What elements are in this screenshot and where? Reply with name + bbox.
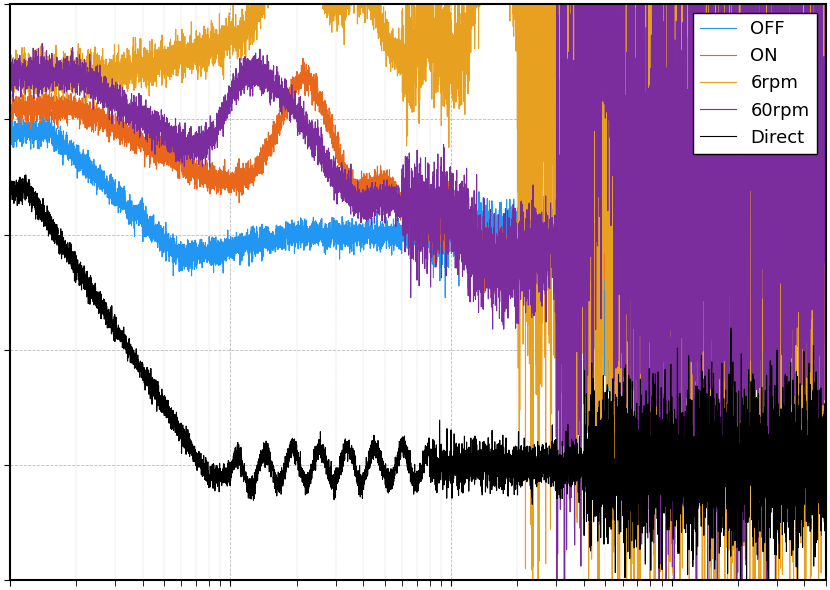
OFF	[653, 185, 663, 192]
OFF	[46, 127, 56, 134]
Line: 60rpm: 60rpm	[10, 0, 826, 590]
Direct	[821, 489, 830, 496]
60rpm	[300, 124, 310, 131]
60rpm	[5, 73, 15, 80]
6rpm	[5, 85, 15, 92]
6rpm	[821, 324, 830, 332]
Line: ON: ON	[10, 0, 826, 395]
OFF	[739, 472, 749, 479]
OFF	[5, 129, 15, 136]
60rpm	[523, 286, 533, 293]
OFF	[523, 231, 533, 238]
Legend: OFF, ON, 6rpm, 60rpm, Direct: OFF, ON, 6rpm, 60rpm, Direct	[693, 13, 817, 154]
ON	[653, 244, 663, 251]
Direct	[653, 480, 663, 487]
60rpm	[46, 63, 56, 70]
60rpm	[653, 251, 663, 258]
OFF	[610, 309, 620, 316]
ON	[46, 109, 56, 116]
Direct	[5, 192, 15, 199]
60rpm	[488, 326, 498, 333]
Direct	[46, 229, 56, 236]
ON	[300, 80, 310, 87]
6rpm	[523, 63, 533, 70]
OFF	[300, 234, 310, 241]
ON	[488, 242, 498, 250]
6rpm	[46, 83, 56, 90]
Line: OFF: OFF	[10, 14, 826, 476]
Direct	[524, 460, 534, 467]
ON	[585, 391, 595, 398]
Direct	[300, 476, 310, 483]
Direct	[488, 459, 498, 466]
OFF	[818, 11, 828, 18]
OFF	[488, 216, 498, 223]
ON	[821, 91, 830, 98]
Line: 6rpm: 6rpm	[10, 0, 826, 590]
Direct	[610, 513, 620, 520]
ON	[610, 284, 620, 291]
ON	[5, 104, 15, 111]
OFF	[821, 190, 830, 197]
Line: Direct: Direct	[10, 175, 826, 590]
ON	[523, 264, 533, 271]
Direct	[21, 171, 31, 178]
